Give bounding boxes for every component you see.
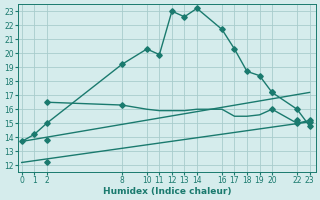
X-axis label: Humidex (Indice chaleur): Humidex (Indice chaleur)	[103, 187, 231, 196]
